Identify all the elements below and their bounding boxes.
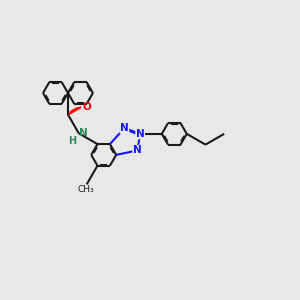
Text: N: N xyxy=(80,128,88,138)
Text: N: N xyxy=(133,146,142,155)
Text: H: H xyxy=(68,136,76,146)
Text: N: N xyxy=(120,123,129,133)
Text: CH₃: CH₃ xyxy=(77,185,94,194)
Text: O: O xyxy=(82,102,91,112)
Text: N: N xyxy=(136,129,145,139)
